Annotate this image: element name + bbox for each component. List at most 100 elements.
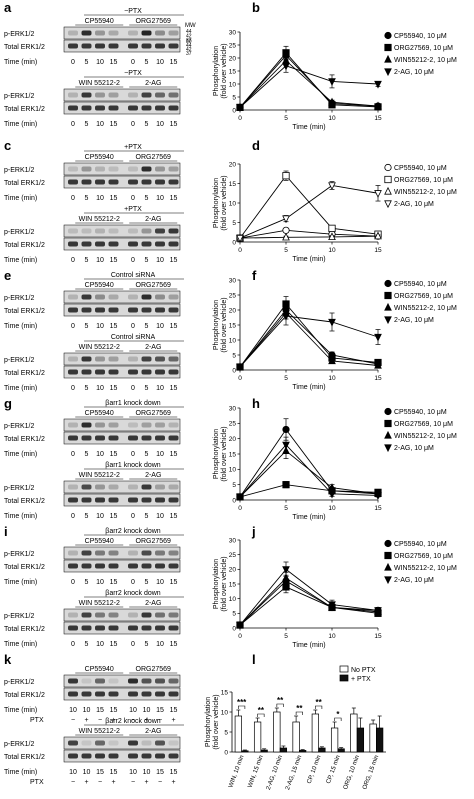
- ligand-label: CP55940: [85, 18, 114, 25]
- legend-entry: CP55940, 10 μM: [394, 541, 447, 548]
- y-tick-label: 25: [229, 292, 237, 299]
- y-axis-label: Phosphorylation: [213, 178, 220, 228]
- blot-band: [155, 678, 165, 684]
- blot-panel-k: CP55940 ORG27569 p-ERK1/2 Total ERK1/2 Time …: [4, 666, 184, 786]
- x-tick-label: 0: [238, 247, 242, 254]
- blot-band: [68, 228, 78, 234]
- ptx-value: −: [158, 779, 162, 786]
- bar: [369, 723, 377, 753]
- category-label: 2-AG, 10 min: [265, 754, 284, 791]
- time-row-label: Time (min): [4, 195, 37, 202]
- ligand-label: 2-AG: [145, 216, 161, 223]
- blot-strip: [63, 687, 181, 701]
- data-point: [384, 279, 392, 288]
- x-axis-label: Time (min): [292, 384, 325, 391]
- blot-band: [81, 228, 92, 234]
- blot-condition-header: +PTX: [124, 144, 142, 151]
- blot-band: [81, 740, 92, 746]
- series-line: [239, 65, 379, 108]
- blot-row-label: p-ERK1/2: [4, 551, 34, 558]
- blot-strip: [63, 736, 181, 750]
- blot-strip: [63, 303, 181, 317]
- blot-band: [95, 166, 105, 172]
- blot-band: [128, 422, 138, 428]
- legend-entry: ORG27569, 10 μM: [394, 293, 453, 300]
- blot-strip: [63, 418, 181, 432]
- data-point: [384, 163, 392, 172]
- y-tick-label: 0: [232, 497, 236, 504]
- blot-panel-a: −PTX CP55940 ORG27569 p-ERK1/2 Total ERK1/2 T…: [4, 8, 196, 128]
- y-axis-label: Phosphorylation: [213, 429, 220, 479]
- blot-band: [95, 369, 105, 375]
- legend-entry: 2-AG, 10 μM: [394, 577, 434, 584]
- x-tick-label: 10: [328, 375, 336, 382]
- blot-band: [108, 166, 119, 172]
- panel-letter-c: c: [4, 138, 11, 153]
- blot-band: [81, 92, 92, 98]
- time-value: 0: [71, 195, 75, 202]
- blot-band: [155, 563, 165, 569]
- blot-band: [108, 563, 119, 569]
- data-point: [374, 190, 382, 198]
- blot-band: [108, 369, 119, 375]
- time-value: 10: [96, 59, 104, 66]
- time-value: 5: [85, 257, 89, 264]
- legend-entry: CP55940, 10 μM: [394, 165, 447, 172]
- data-point: [384, 419, 392, 428]
- blot-band: [95, 105, 105, 111]
- time-value: 5: [85, 385, 89, 392]
- time-value: 15: [170, 121, 178, 128]
- time-value: 10: [156, 323, 164, 330]
- blot-band: [168, 241, 179, 247]
- series: [236, 481, 382, 501]
- blot-band: [68, 435, 78, 441]
- data-point: [282, 566, 290, 574]
- x-tick-label: 0: [238, 633, 242, 640]
- blot-band: [68, 105, 78, 111]
- blot-band: [81, 550, 92, 556]
- time-value: 0: [71, 641, 75, 648]
- time-value: 10: [96, 641, 104, 648]
- time-value: 15: [156, 707, 164, 714]
- ptx-value: −: [131, 779, 135, 786]
- blot-row-label: Total ERK1/2: [4, 180, 45, 187]
- x-tick-label: 5: [284, 115, 288, 122]
- blot-band: [68, 678, 78, 684]
- x-axis-label: Time (min): [292, 124, 325, 131]
- time-value: 15: [96, 707, 104, 714]
- significance-marker: **: [258, 706, 265, 715]
- blot-condition-header: −PTX: [124, 8, 142, 15]
- blot-band: [108, 691, 119, 697]
- blot-band: [141, 625, 152, 631]
- data-point: [328, 97, 336, 106]
- y-tick-label: 10: [229, 467, 237, 474]
- data-point: [236, 104, 244, 112]
- y-tick-label: 20: [229, 55, 237, 62]
- time-value: 15: [110, 257, 118, 264]
- legend-entry: WIN55212-2, 10 μM: [394, 57, 457, 64]
- ligand-label: ORG27569: [136, 666, 172, 673]
- legend-entry: No PTX: [351, 667, 376, 674]
- ligand-label: WIN 55212-2: [79, 80, 120, 87]
- time-value: 15: [110, 121, 118, 128]
- blot-row-label: Total ERK1/2: [4, 498, 45, 505]
- time-value: 10: [156, 513, 164, 520]
- significance-bracket: [238, 705, 246, 709]
- x-tick-label: 0: [238, 375, 242, 382]
- blot-band: [95, 179, 105, 185]
- series-line: [239, 235, 379, 239]
- category-label: ORG, 15 min: [361, 754, 380, 791]
- blot-band: [81, 563, 92, 569]
- ptx-value: +: [84, 779, 88, 786]
- blot-group: βarr2 knock down CP55940 ORG27569 p-ERK1/2 T…: [4, 528, 184, 586]
- significance-bracket: [257, 713, 265, 717]
- data-point: [384, 539, 392, 548]
- series-line: [239, 577, 379, 626]
- chart-j: 0 5 10 15 20 25 30 Phosphorylation (fold over ve…: [213, 537, 457, 649]
- blot-group: +PTX CP55940 ORG27569 p-ERK1/2 Total ERK1/2 T…: [4, 144, 184, 202]
- ptx-value: −: [98, 717, 102, 724]
- blot-band: [95, 30, 105, 36]
- blot-band: [128, 105, 138, 111]
- blot-row-label: p-ERK1/2: [4, 93, 34, 100]
- y-tick-label: 0: [232, 367, 236, 374]
